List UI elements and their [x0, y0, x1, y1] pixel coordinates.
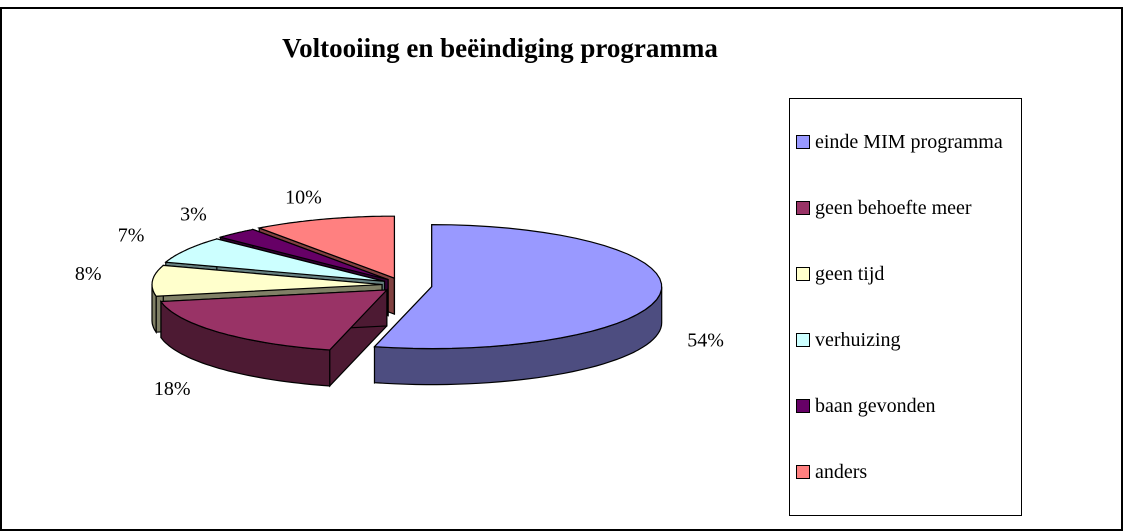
legend-label: anders	[815, 461, 868, 483]
slice	[159, 289, 389, 351]
legend: einde MIM programma geen behoefte meer gee…	[789, 98, 1022, 516]
legend-item: geen tijd	[796, 261, 1015, 287]
data-label: 10%	[285, 186, 322, 208]
data-label: 18%	[154, 378, 191, 400]
legend-item: anders	[796, 459, 1015, 485]
legend-swatch	[796, 201, 810, 215]
legend-item: geen behoefte meer	[796, 195, 1015, 221]
legend-label: baan gevonden	[815, 395, 936, 417]
legend-item: verhuizing	[796, 327, 1015, 353]
legend-label: verhuizing	[815, 329, 901, 351]
legend-swatch	[796, 399, 810, 413]
legend-label: einde MIM programma	[815, 131, 1003, 153]
legend-swatch	[796, 267, 810, 281]
legend-swatch	[796, 465, 810, 479]
legend-item: einde MIM programma	[796, 129, 1015, 155]
slice	[257, 215, 396, 280]
legend-swatch	[796, 333, 810, 347]
slice	[373, 223, 663, 350]
slice	[151, 264, 383, 297]
data-label: 54%	[687, 330, 724, 352]
chart-border	[0, 7, 1123, 531]
slice	[164, 238, 385, 282]
legend-swatch	[796, 135, 810, 149]
data-label: 8%	[75, 263, 102, 285]
data-label: 3%	[180, 204, 207, 226]
legend-label: geen tijd	[815, 263, 885, 285]
data-label: 7%	[118, 225, 145, 247]
legend-item: baan gevonden	[796, 393, 1015, 419]
chart-title: Voltooiing en beëindiging programma	[282, 33, 718, 63]
slice	[218, 228, 389, 281]
legend-label: geen behoefte meer	[815, 197, 972, 219]
